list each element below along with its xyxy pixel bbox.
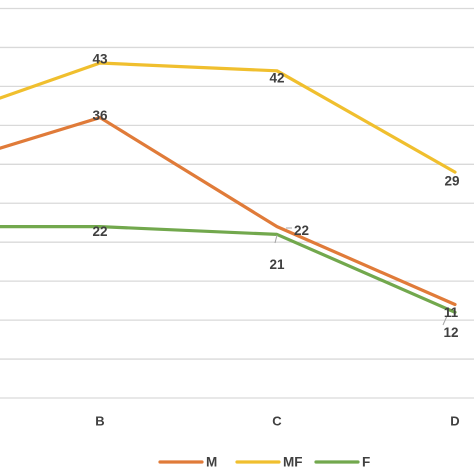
x-tick-d: D bbox=[450, 413, 459, 428]
data-label-m-c: 22 bbox=[294, 223, 309, 238]
legend-label-mf: MF bbox=[283, 455, 303, 470]
series-lines bbox=[0, 61, 457, 314]
x-tick-c: C bbox=[272, 413, 282, 428]
leader-m-d bbox=[442, 315, 448, 326]
data-label-mf-c: 42 bbox=[269, 70, 284, 85]
data-label-m-d: 12 bbox=[443, 325, 458, 340]
data-label-f-c: 21 bbox=[269, 257, 285, 272]
series-line-m bbox=[0, 115, 457, 307]
x-tick-b: B bbox=[95, 413, 104, 428]
series-line-f bbox=[0, 225, 457, 314]
data-label-mf-b: 43 bbox=[92, 52, 108, 67]
data-label-mf-d: 29 bbox=[444, 174, 459, 189]
x-axis-ticks: B C D bbox=[95, 413, 459, 428]
legend: M MF F bbox=[158, 455, 370, 470]
data-label-f-b: 22 bbox=[92, 224, 107, 239]
series-line-mf bbox=[0, 61, 457, 174]
data-label-f-d: 11 bbox=[444, 305, 459, 320]
leader-f-c bbox=[274, 234, 278, 244]
legend-label-m: M bbox=[206, 455, 217, 470]
legend-label-f: F bbox=[362, 455, 370, 470]
data-label-leaders bbox=[274, 227, 448, 326]
data-label-m-b: 36 bbox=[92, 108, 108, 123]
data-labels: 43 42 29 36 22 22 21 11 12 bbox=[92, 52, 459, 340]
